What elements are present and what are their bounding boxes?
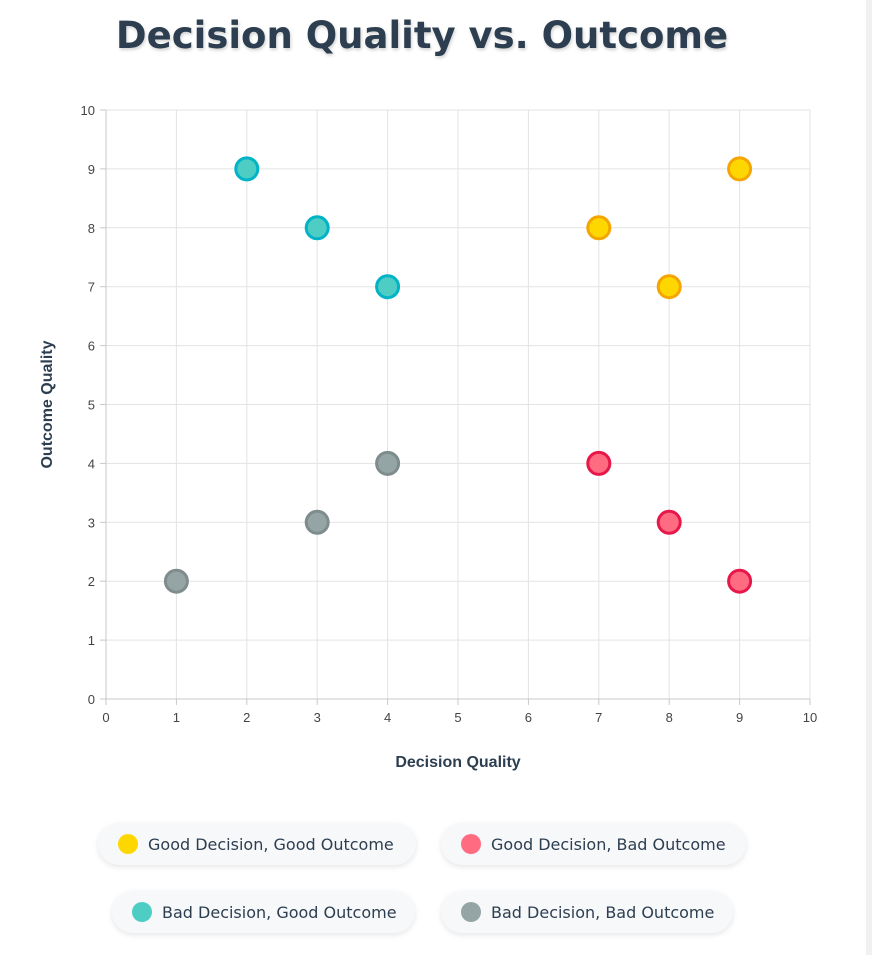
y-tick-label: 10	[81, 103, 95, 118]
data-point	[656, 509, 682, 535]
legend-label: Good Decision, Bad Outcome	[491, 834, 726, 854]
legend-item-good-decision-good-outcome[interactable]: Good Decision, Good Outcome	[98, 823, 416, 865]
x-tick-label: 2	[243, 710, 250, 725]
legend-swatch-pink	[461, 834, 481, 854]
y-tick-label: 9	[88, 162, 95, 177]
legend-item-bad-decision-bad-outcome[interactable]: Bad Decision, Bad Outcome	[441, 891, 733, 933]
x-tick-label: 9	[736, 710, 743, 725]
data-point	[375, 274, 401, 300]
y-tick-label: 4	[88, 456, 95, 471]
legend-swatch-gold	[118, 834, 138, 854]
legend-item-good-decision-bad-outcome[interactable]: Good Decision, Bad Outcome	[441, 823, 746, 865]
data-point	[304, 509, 330, 535]
window-edge	[866, 0, 872, 955]
x-tick-label: 7	[595, 710, 602, 725]
data-point	[586, 450, 612, 476]
y-tick-label: 8	[88, 221, 95, 236]
y-tick-label: 5	[88, 398, 95, 413]
data-point	[304, 215, 330, 241]
data-point	[727, 156, 753, 182]
legend-swatch-gray	[461, 902, 481, 922]
y-tick-label: 3	[88, 515, 95, 530]
x-tick-label: 0	[102, 710, 109, 725]
data-point	[375, 450, 401, 476]
y-axis-title: Outcome Quality	[39, 340, 56, 468]
data-point	[727, 568, 753, 594]
data-point	[656, 274, 682, 300]
x-tick-label: 6	[525, 710, 532, 725]
chart-title: Decision Quality vs. Outcome	[115, 14, 729, 57]
legend-item-bad-decision-good-outcome[interactable]: Bad Decision, Good Outcome	[112, 891, 415, 933]
x-tick-label: 10	[803, 710, 817, 725]
x-axis-title: Decision Quality	[395, 754, 520, 771]
legend-label: Good Decision, Good Outcome	[148, 834, 394, 854]
legend-label: Bad Decision, Bad Outcome	[491, 902, 715, 922]
y-tick-label: 1	[88, 633, 95, 648]
x-tick-label: 4	[384, 710, 391, 725]
x-tick-label: 5	[454, 710, 461, 725]
x-tick-label: 8	[666, 710, 673, 725]
legend-swatch-teal	[132, 902, 152, 922]
legend-label: Bad Decision, Good Outcome	[162, 902, 397, 922]
data-point	[234, 156, 260, 182]
scatter-plot: 0 1 2 3 4 5 6 7 8 9 10 0 1 2 3 4 5 6 7 8 9 10 Decision Quality…	[39, 103, 817, 771]
y-tick-label: 6	[88, 339, 95, 354]
data-point	[163, 568, 189, 594]
y-tick-label: 2	[88, 574, 95, 589]
y-tick-label: 7	[88, 280, 95, 295]
x-tick-label: 1	[173, 710, 180, 725]
x-tick-label: 3	[314, 710, 321, 725]
data-point	[586, 215, 612, 241]
y-tick-label: 0	[88, 692, 95, 707]
